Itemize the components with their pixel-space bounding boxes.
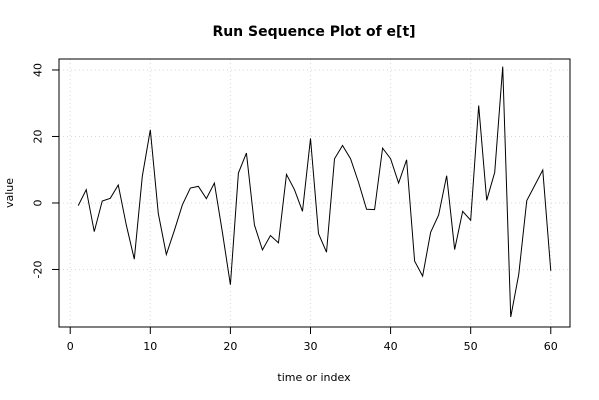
- chart-title: Run Sequence Plot of e[t]: [212, 24, 415, 40]
- x-tick-label: 0: [67, 340, 74, 353]
- y-axis: -20 0 20 40: [32, 63, 60, 278]
- x-tick-label: 30: [303, 340, 317, 353]
- y-tick-label: 20: [32, 129, 45, 143]
- series-line: [77, 66, 552, 318]
- plot-frame: [58, 58, 571, 328]
- x-axis-label: time or index: [277, 371, 351, 384]
- y-tick-label: 0: [32, 199, 45, 206]
- x-axis: 0 10 20 30 40 50 60: [67, 326, 558, 353]
- y-tick-label: -20: [32, 260, 45, 278]
- x-tick-label: 50: [464, 340, 478, 353]
- y-axis-label: value: [3, 178, 16, 208]
- grid-lines: [59, 59, 570, 327]
- x-tick-label: 60: [544, 340, 558, 353]
- y-tick-label: 40: [32, 63, 45, 77]
- x-tick-label: 10: [143, 340, 157, 353]
- x-tick-label: 40: [384, 340, 398, 353]
- x-tick-label: 20: [223, 340, 237, 353]
